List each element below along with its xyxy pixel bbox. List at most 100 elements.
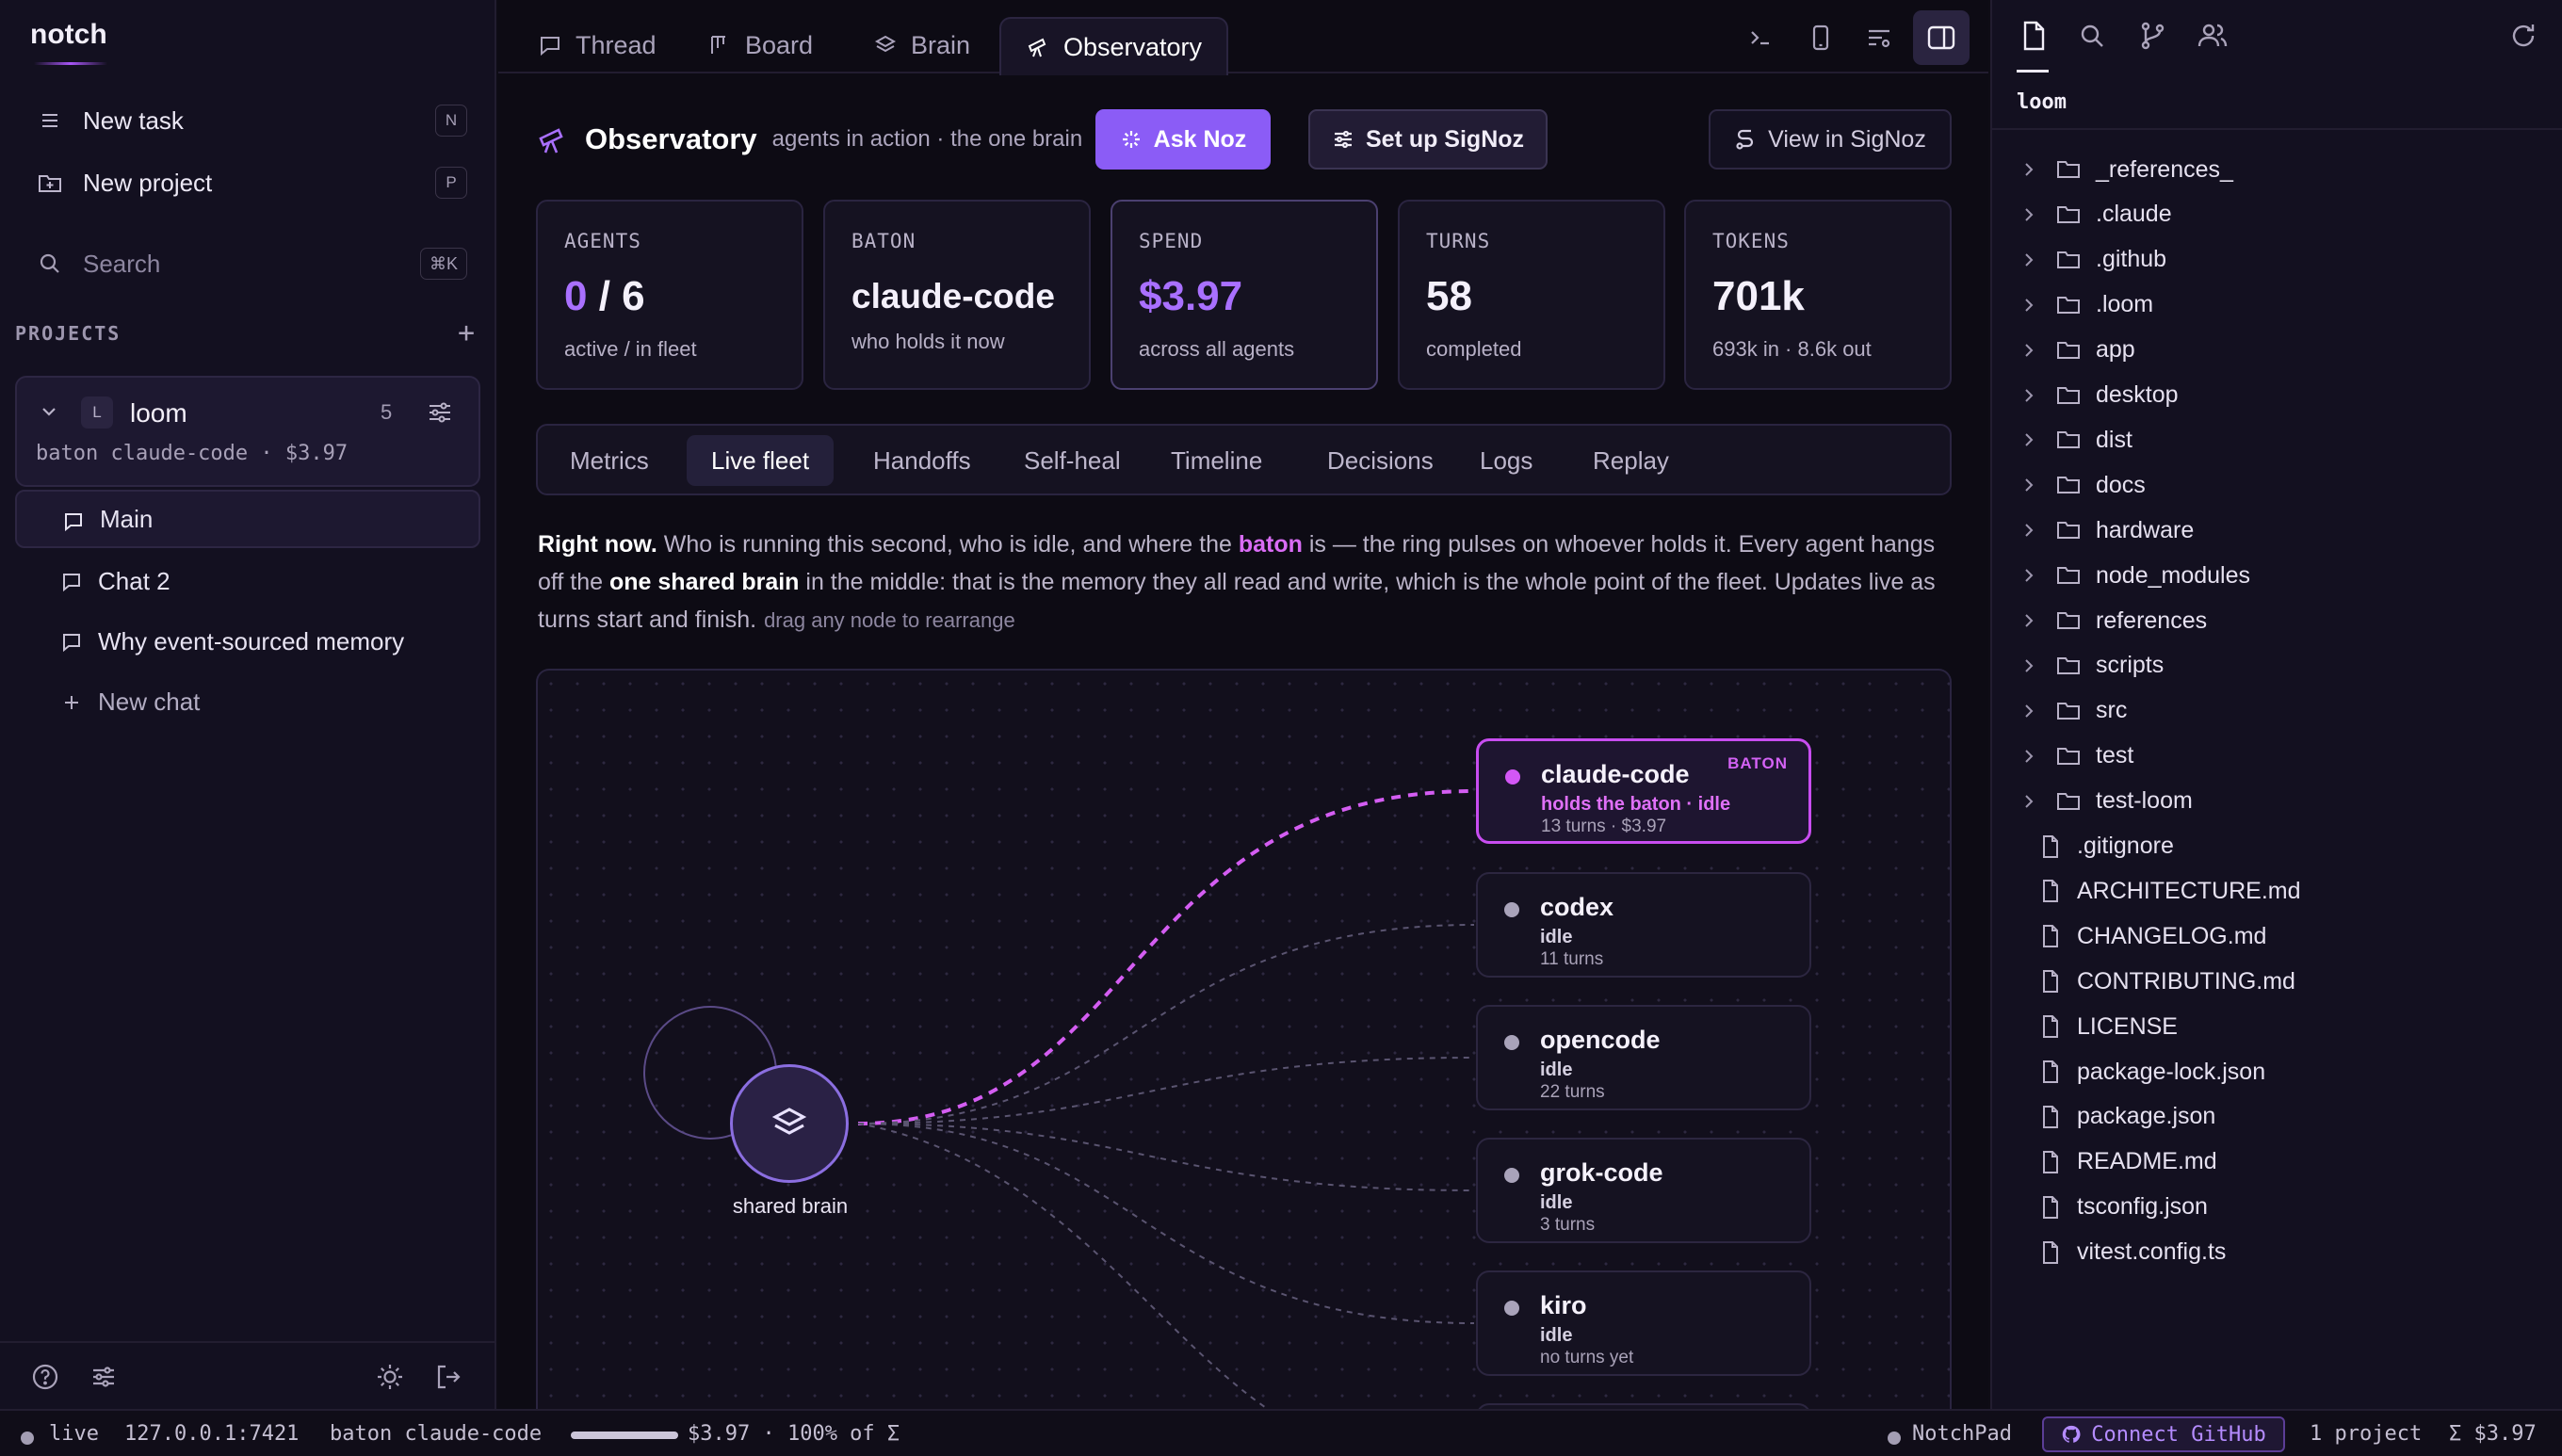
chevron-right-icon[interactable]: [2020, 251, 2037, 268]
tree-file[interactable]: CHANGELOG.md: [2041, 915, 2266, 957]
agent-status-dot: [1504, 1035, 1519, 1050]
tree-file[interactable]: .gitignore: [2041, 826, 2174, 867]
project-card-loom[interactable]: L loom 5 baton claude-code · $3.97: [15, 376, 480, 487]
chevron-right-icon[interactable]: [2020, 477, 2037, 493]
users-icon[interactable]: [2196, 19, 2230, 53]
fleet-graph[interactable]: shared brain claude-code holds the baton…: [536, 669, 1952, 1422]
logout-icon[interactable]: [433, 1362, 463, 1392]
subtab-live-fleet[interactable]: Live fleet: [687, 435, 835, 486]
sliders-icon[interactable]: [426, 398, 454, 427]
terminal-icon[interactable]: [1742, 19, 1779, 57]
tree-file[interactable]: README.md: [2041, 1141, 2217, 1183]
agent-node-grok-code[interactable]: grok-code idle 3 turns: [1476, 1138, 1811, 1243]
refresh-icon[interactable]: [2506, 19, 2540, 53]
tree-folder[interactable]: .github: [2020, 239, 2166, 281]
stat-sub: completed: [1426, 337, 1522, 361]
tree-file[interactable]: tsconfig.json: [2041, 1187, 2208, 1228]
view-in-signoz-label: View in SigNoz: [1768, 125, 1926, 153]
tree-folder[interactable]: references: [2020, 600, 2207, 641]
setup-signoz-button[interactable]: Set up SigNoz: [1308, 109, 1548, 170]
subtab-replay[interactable]: Replay: [1593, 445, 1669, 475]
subtab-handoffs[interactable]: Handoffs: [873, 445, 971, 475]
subtab-metrics[interactable]: Metrics: [570, 445, 649, 475]
agent-node-codex[interactable]: codex idle 11 turns: [1476, 872, 1811, 978]
search-icon[interactable]: [2075, 19, 2109, 53]
chevron-right-icon[interactable]: [2020, 612, 2037, 629]
tree-folder[interactable]: test-loom: [2020, 781, 2193, 822]
tree-folder[interactable]: .claude: [2020, 194, 2172, 235]
chevron-right-icon[interactable]: [2020, 748, 2037, 765]
tree-folder[interactable]: _references_: [2020, 149, 2233, 190]
folder-icon: [2057, 612, 2080, 629]
chevron-right-icon[interactable]: [2020, 522, 2037, 539]
subtab-timeline[interactable]: Timeline: [1171, 445, 1263, 475]
tab-brain[interactable]: Brain: [849, 17, 995, 73]
tree-folder[interactable]: dist: [2020, 419, 2132, 461]
chevron-right-icon[interactable]: [2020, 206, 2037, 223]
tab-board[interactable]: Board: [683, 17, 837, 73]
tree-folder[interactable]: docs: [2020, 464, 2146, 506]
tree-file[interactable]: package.json: [2041, 1096, 2215, 1138]
tree-folder[interactable]: src: [2020, 690, 2127, 732]
tree-folder[interactable]: scripts: [2020, 645, 2164, 687]
sliders-icon[interactable]: [89, 1362, 119, 1392]
ask-noz-label: Ask Noz: [1153, 125, 1247, 153]
new-chat-button[interactable]: New chat: [15, 672, 480, 731]
chevron-right-icon[interactable]: [2020, 387, 2037, 404]
sun-icon[interactable]: [375, 1362, 405, 1392]
tree-folder[interactable]: app: [2020, 330, 2135, 371]
filter-list-icon[interactable]: [1860, 19, 1898, 57]
tree-file[interactable]: ARCHITECTURE.md: [2041, 870, 2301, 912]
file-icon[interactable]: [2017, 19, 2051, 53]
chat-item-why-event-sourced-memory[interactable]: Why event-sourced memory: [15, 612, 480, 671]
tree-folder[interactable]: hardware: [2020, 510, 2194, 551]
tree-folder[interactable]: node_modules: [2020, 555, 2250, 596]
tree-file[interactable]: package-lock.json: [2041, 1051, 2265, 1092]
agent-node-opencode[interactable]: opencode idle 22 turns: [1476, 1005, 1811, 1110]
tab-thread[interactable]: Thread: [513, 17, 681, 73]
add-project-button[interactable]: +: [457, 316, 477, 349]
tree-folder[interactable]: .loom: [2020, 284, 2153, 326]
tree-folder[interactable]: desktop: [2020, 375, 2179, 416]
mobile-icon[interactable]: [1802, 19, 1840, 57]
tree-folder-label: test: [2096, 742, 2134, 769]
ask-noz-button[interactable]: Ask Noz: [1095, 109, 1271, 170]
chevron-right-icon[interactable]: [2020, 161, 2037, 178]
explorer-divider: [1992, 128, 2562, 130]
shared-brain-node[interactable]: [730, 1064, 849, 1183]
panel-right-icon[interactable]: [1913, 10, 1970, 65]
tree-folder[interactable]: test: [2020, 736, 2133, 777]
new-task-button[interactable]: New task N: [34, 96, 467, 145]
agent-node-kiro[interactable]: kiro idle no turns yet: [1476, 1270, 1811, 1376]
help-icon[interactable]: [30, 1362, 60, 1392]
new-project-button[interactable]: New project P: [34, 158, 467, 207]
tree-file[interactable]: CONTRIBUTING.md: [2041, 961, 2295, 1002]
notchpad-button[interactable]: NotchPad: [1912, 1422, 2012, 1446]
subtab-decisions[interactable]: Decisions: [1327, 445, 1434, 475]
chevron-right-icon[interactable]: [2020, 793, 2037, 810]
stat-value: 701k: [1712, 273, 1805, 319]
tab-observatory[interactable]: Observatory: [999, 17, 1229, 75]
subtab-self-heal[interactable]: Self-heal: [1024, 445, 1121, 475]
git-branch-icon[interactable]: [2135, 19, 2169, 53]
new-project-label: New project: [83, 168, 213, 197]
search-input[interactable]: Search ⌘K: [34, 239, 467, 288]
stat-sub: across all agents: [1139, 337, 1295, 361]
chat-item-chat-2[interactable]: Chat 2: [15, 552, 480, 610]
chevron-right-icon[interactable]: [2020, 657, 2037, 674]
tree-file[interactable]: LICENSE: [2041, 1006, 2178, 1047]
chevron-right-icon[interactable]: [2020, 297, 2037, 314]
chevron-down-icon[interactable]: [40, 402, 58, 421]
subtab-logs[interactable]: Logs: [1480, 445, 1533, 475]
agent-node-claude-code[interactable]: claude-code holds the baton · idle 13 tu…: [1476, 738, 1811, 844]
tree-file[interactable]: vitest.config.ts: [2041, 1232, 2226, 1273]
chat-item-main[interactable]: Main: [15, 490, 480, 548]
chevron-right-icon[interactable]: [2020, 703, 2037, 720]
chevron-right-icon[interactable]: [2020, 431, 2037, 448]
chevron-right-icon[interactable]: [2020, 567, 2037, 584]
agent-meta: 22 turns: [1540, 1082, 1605, 1102]
view-in-signoz-button[interactable]: View in SigNoz: [1709, 109, 1952, 170]
connect-github-label: Connect GitHub: [2091, 1422, 2266, 1447]
chevron-right-icon[interactable]: [2020, 342, 2037, 359]
connect-github-button[interactable]: Connect GitHub: [2042, 1416, 2285, 1452]
